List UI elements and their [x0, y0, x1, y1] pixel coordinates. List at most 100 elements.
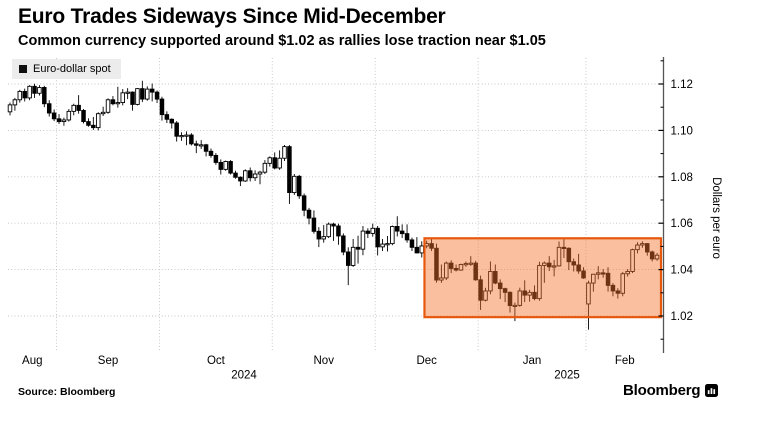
candle-body: [350, 246, 356, 266]
candle-body: [610, 284, 616, 292]
candle-body: [282, 146, 287, 159]
candle-body: [429, 243, 434, 249]
highlight-region: [423, 237, 663, 319]
candle-body: [453, 267, 459, 271]
bloomberg-logo: Bloomberg: [623, 382, 719, 399]
candle-body: [615, 290, 621, 294]
candle-body: [189, 134, 194, 145]
candle-body: [625, 271, 630, 275]
candle-body: [522, 290, 527, 296]
candle-body: [135, 88, 140, 105]
candle-body: [336, 225, 341, 237]
candle-body: [620, 273, 626, 294]
y-axis-tick-label: 1.06: [671, 218, 693, 230]
candle-body: [595, 272, 601, 275]
candle-body: [71, 104, 76, 112]
candle-body: [287, 146, 292, 194]
candle-body: [22, 90, 27, 99]
candle-body: [542, 262, 547, 266]
bloomberg-terminal-icon: [705, 384, 719, 397]
candle-body: [473, 262, 478, 281]
candle-body: [571, 261, 576, 266]
candle-body: [409, 239, 415, 248]
x-axis-month-label: Dec: [416, 355, 437, 367]
candle-body: [66, 110, 72, 121]
candle-body: [537, 264, 542, 300]
candle-body: [198, 144, 204, 147]
candle-body: [301, 195, 307, 211]
candle-body: [51, 112, 57, 120]
candle-body: [649, 251, 655, 260]
candle-body: [365, 230, 371, 234]
candle-body: [296, 175, 302, 197]
candle-body: [272, 157, 277, 169]
candle-body: [370, 227, 375, 234]
candle-body: [120, 92, 125, 104]
candle-body: [512, 304, 518, 307]
candle-body: [159, 98, 165, 116]
x-axis-month-label: Sep: [98, 355, 118, 367]
chart-legend: Euro-dollar spot: [12, 59, 121, 79]
candle-body: [306, 209, 312, 219]
candle-body: [238, 176, 243, 182]
y-axis-tick-label: 1.10: [671, 125, 693, 137]
page-title: Euro Trades Sideways Since Mid-December: [18, 5, 446, 28]
candle-body: [179, 135, 184, 138]
candle-body: [12, 99, 18, 106]
candle-body: [326, 223, 331, 238]
x-axis-year-label: 2024: [231, 370, 257, 382]
candle-body: [502, 288, 508, 293]
candle-body: [311, 217, 317, 232]
y-axis-title: Dollars per euro: [710, 177, 722, 259]
candle-body: [630, 249, 635, 272]
candle-body: [208, 150, 214, 156]
candle-body: [448, 262, 454, 269]
candle-body: [321, 236, 326, 240]
candle-body: [566, 247, 572, 263]
candle-body: [316, 230, 322, 240]
candle-body: [145, 88, 150, 100]
candle-body: [385, 243, 390, 246]
candle-body: [355, 246, 361, 250]
candle-body: [468, 262, 474, 265]
y-axis-tick-label: 1.04: [671, 265, 694, 277]
y-axis-tick-label: 1.08: [671, 172, 693, 184]
candle-body: [86, 121, 91, 126]
candle-body: [331, 223, 336, 227]
candle-body: [488, 271, 493, 292]
candle-body: [345, 251, 351, 266]
candle-body: [600, 272, 606, 275]
candle-body: [56, 118, 62, 123]
candle-body: [252, 173, 258, 179]
x-axis-month-label: Nov: [314, 355, 335, 367]
candle-body: [395, 225, 400, 232]
candle-body: [444, 262, 449, 279]
y-axis-tick-label: 1.02: [671, 311, 693, 323]
candle-body: [292, 175, 297, 194]
candle-body: [140, 88, 145, 100]
candle-body: [149, 88, 155, 93]
candle-body: [390, 225, 395, 245]
candle-body: [32, 85, 37, 94]
candle-body: [380, 243, 385, 248]
x-axis-month-label: Jan: [523, 355, 542, 367]
candle-body: [184, 134, 189, 137]
candle-body: [76, 104, 81, 111]
chart-subtitle: Common currency supported around $1.02 a…: [18, 33, 546, 49]
candle-body: [414, 246, 420, 254]
candle-body: [194, 143, 199, 146]
candle-body: [360, 230, 366, 250]
candle-body: [507, 291, 513, 307]
x-axis-month-label: Aug: [22, 355, 42, 367]
x-axis-year-label: 2025: [554, 370, 580, 382]
candle-body: [404, 233, 410, 241]
candle-body: [164, 114, 170, 120]
candle-body: [243, 170, 248, 182]
candle-body: [463, 263, 469, 266]
candle-body: [576, 264, 581, 272]
candle-body: [645, 243, 650, 253]
candle-body: [434, 247, 439, 281]
candle-body: [399, 230, 405, 235]
candle-body: [218, 161, 224, 170]
